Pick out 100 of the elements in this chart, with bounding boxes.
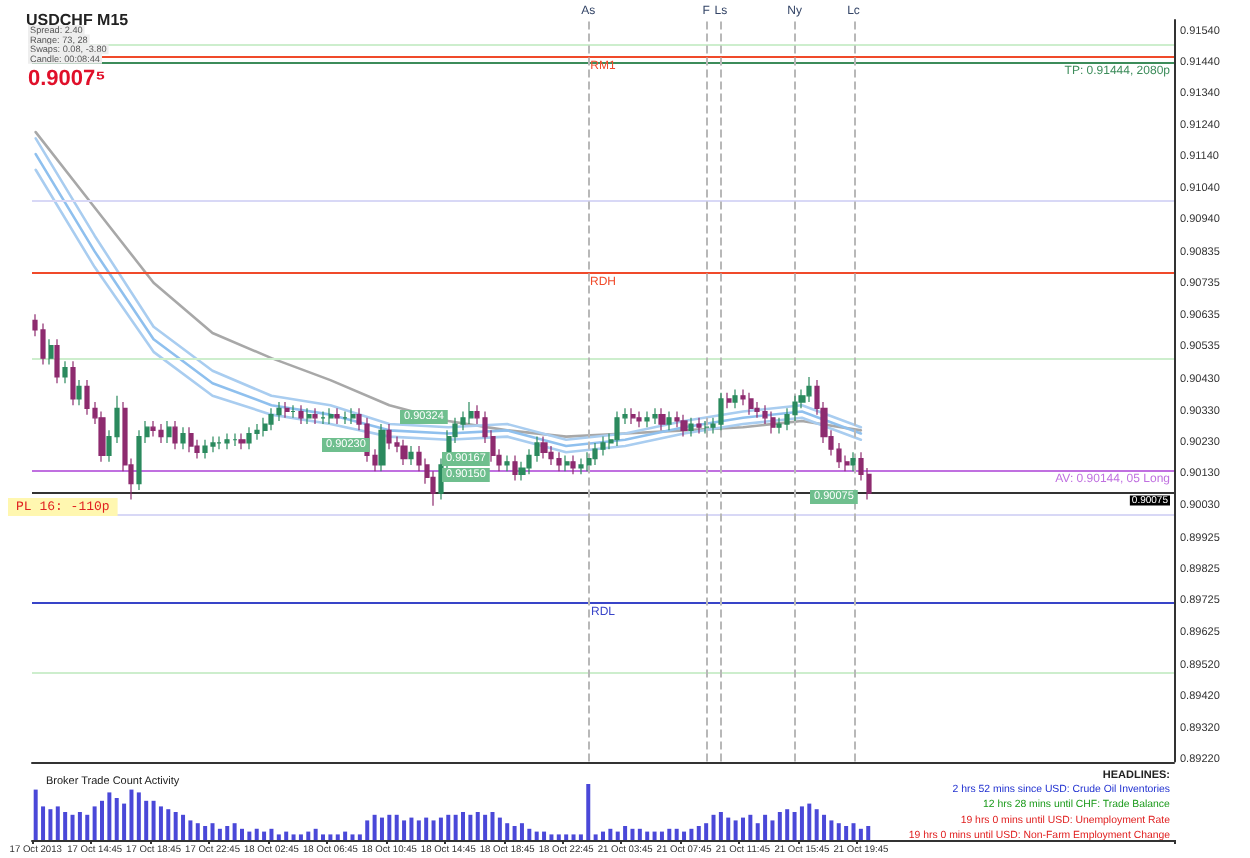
bar bbox=[844, 826, 849, 840]
bar bbox=[645, 831, 650, 840]
bar bbox=[807, 803, 812, 840]
bar bbox=[335, 834, 340, 840]
candlestick bbox=[792, 395, 798, 422]
bar bbox=[542, 831, 547, 840]
bar bbox=[519, 823, 524, 840]
candlestick bbox=[254, 423, 260, 441]
candlestick bbox=[150, 420, 156, 438]
bar bbox=[107, 792, 112, 840]
bar bbox=[682, 831, 687, 840]
candlestick bbox=[540, 436, 548, 460]
candlestick bbox=[696, 417, 702, 435]
bar bbox=[372, 814, 377, 840]
candlestick bbox=[284, 401, 290, 419]
annotation: 0.9007⁵ bbox=[28, 67, 106, 91]
bar bbox=[637, 828, 642, 840]
candlestick bbox=[238, 432, 246, 450]
candlestick bbox=[268, 407, 274, 431]
bar bbox=[608, 828, 613, 840]
candlestick bbox=[276, 401, 282, 422]
candlestick bbox=[350, 407, 356, 425]
bar bbox=[461, 812, 466, 840]
bar bbox=[505, 823, 510, 840]
bar bbox=[424, 817, 429, 840]
candlestick bbox=[726, 392, 732, 409]
bar bbox=[763, 814, 768, 840]
bar bbox=[55, 806, 60, 840]
bar bbox=[33, 789, 38, 840]
candlestick bbox=[504, 454, 510, 472]
bar bbox=[490, 812, 495, 840]
bar bbox=[70, 814, 75, 840]
candlestick bbox=[586, 451, 592, 472]
candlestick bbox=[806, 376, 812, 403]
bar bbox=[92, 806, 97, 840]
candlestick bbox=[408, 445, 414, 466]
bar bbox=[173, 812, 178, 840]
candlestick bbox=[578, 458, 584, 475]
candlestick bbox=[732, 388, 738, 409]
candlestick bbox=[224, 432, 230, 450]
bar bbox=[77, 812, 82, 840]
candlestick bbox=[652, 407, 658, 425]
candlestick bbox=[592, 442, 598, 466]
bar bbox=[321, 834, 326, 840]
candlestick bbox=[290, 404, 296, 419]
bar bbox=[740, 817, 745, 840]
bar bbox=[365, 820, 370, 840]
bar bbox=[468, 814, 473, 840]
candlestick bbox=[328, 407, 334, 425]
bar bbox=[858, 828, 863, 840]
candlestick bbox=[298, 404, 304, 425]
bar bbox=[379, 817, 384, 840]
candlestick bbox=[312, 407, 318, 425]
bar bbox=[777, 812, 782, 840]
candlestick bbox=[386, 423, 392, 450]
bar bbox=[512, 826, 517, 840]
candlestick bbox=[718, 392, 724, 431]
bar bbox=[416, 820, 421, 840]
bar bbox=[284, 831, 289, 840]
bar bbox=[475, 812, 480, 840]
chart-title: USDCHF M15 bbox=[26, 11, 130, 29]
candlestick bbox=[770, 410, 776, 435]
bar bbox=[748, 814, 753, 840]
candlestick bbox=[644, 410, 650, 428]
bar bbox=[225, 826, 230, 840]
bar bbox=[497, 817, 502, 840]
candlestick bbox=[754, 401, 760, 419]
candlestick bbox=[680, 414, 688, 438]
bar bbox=[785, 809, 790, 840]
bar bbox=[755, 823, 760, 840]
bar bbox=[387, 814, 392, 840]
candlestick bbox=[850, 451, 856, 472]
candlestick bbox=[158, 423, 164, 444]
bar bbox=[726, 817, 731, 840]
candlestick bbox=[216, 436, 222, 450]
bar bbox=[306, 831, 311, 840]
candlestick bbox=[54, 338, 60, 384]
bar bbox=[593, 834, 598, 840]
bar bbox=[129, 789, 134, 840]
candlestick bbox=[570, 454, 576, 475]
bar bbox=[689, 828, 694, 840]
bar bbox=[350, 834, 355, 840]
candlestick bbox=[172, 420, 178, 450]
candlestick bbox=[630, 407, 636, 425]
candlestick bbox=[688, 417, 694, 438]
bar bbox=[328, 834, 333, 840]
bar bbox=[276, 834, 281, 840]
candlestick bbox=[136, 429, 142, 491]
bar bbox=[623, 826, 628, 840]
bar bbox=[866, 826, 871, 840]
candlestick bbox=[400, 439, 408, 466]
bar bbox=[446, 814, 451, 840]
bar bbox=[836, 823, 841, 840]
candlestick bbox=[188, 426, 194, 453]
bar bbox=[144, 800, 149, 840]
candlestick bbox=[84, 379, 90, 416]
candlestick bbox=[658, 407, 666, 431]
bar bbox=[483, 814, 488, 840]
bar bbox=[652, 831, 657, 840]
bar bbox=[792, 812, 797, 840]
